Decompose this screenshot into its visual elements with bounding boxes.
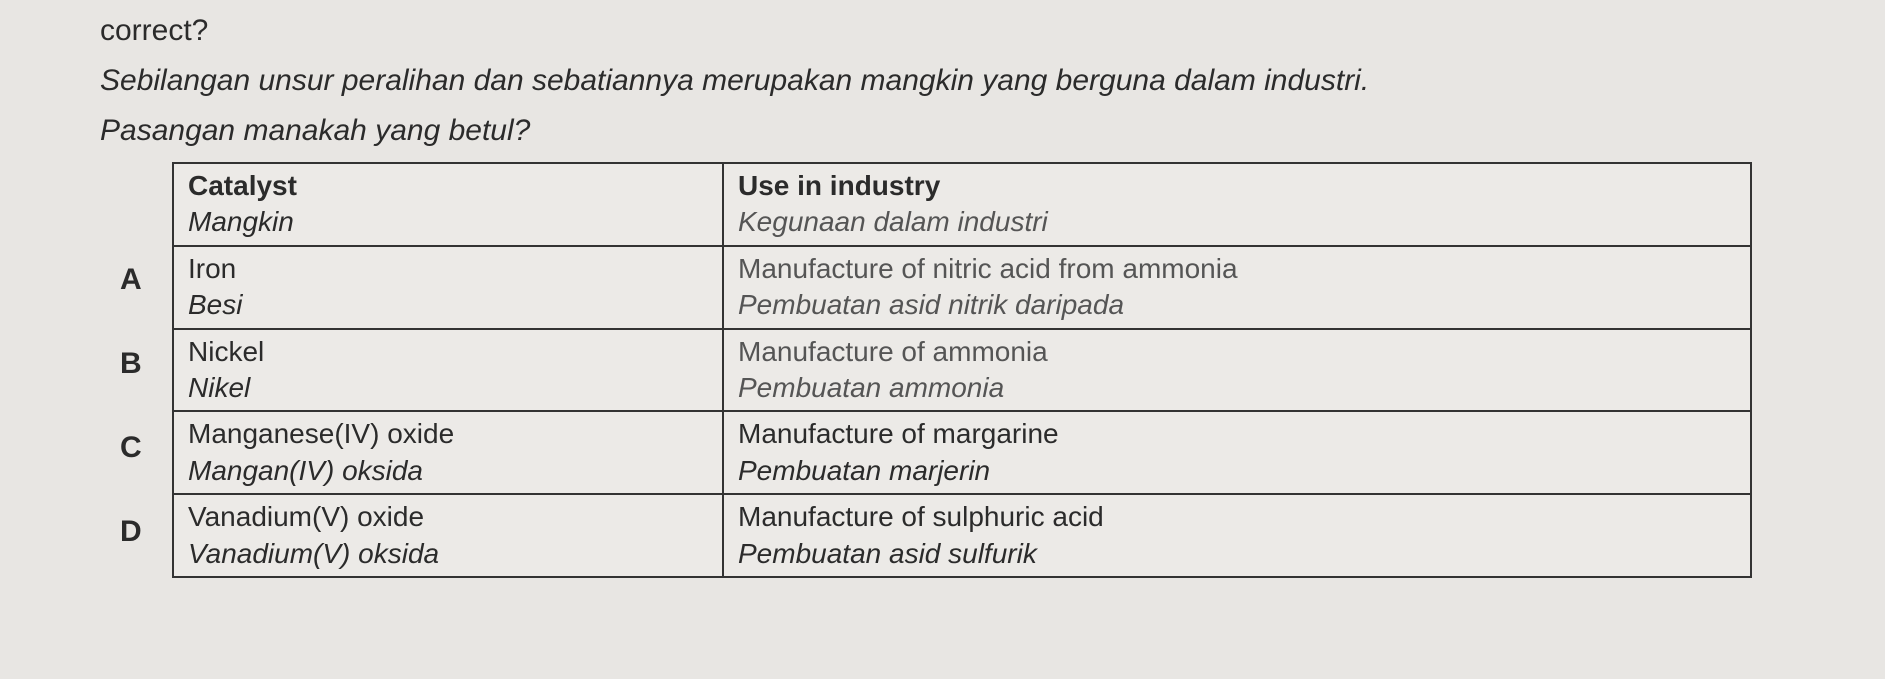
cell-catalyst: Iron Besi <box>173 246 723 329</box>
use-en: Manufacture of ammonia <box>738 336 1048 367</box>
option-letter: C <box>120 406 160 490</box>
use-ms: Pembuatan asid sulfurik <box>738 536 1736 572</box>
header-use-ms: Kegunaan dalam industri <box>738 204 1736 240</box>
header-use-en: Use in industry <box>738 170 940 201</box>
use-ms: Pembuatan marjerin <box>738 453 1736 489</box>
option-letter: A <box>120 238 160 322</box>
header-catalyst-en: Catalyst <box>188 170 297 201</box>
table-row: Nickel Nikel Manufacture of ammonia Pemb… <box>173 329 1751 412</box>
use-ms: Pembuatan ammonia <box>738 370 1736 406</box>
use-en: Manufacture of nitric acid from ammonia <box>738 253 1238 284</box>
catalyst-ms: Mangan(IV) oksida <box>188 453 708 489</box>
header-catalyst-ms: Mangkin <box>188 204 708 240</box>
table-row: Iron Besi Manufacture of nitric acid fro… <box>173 246 1751 329</box>
option-letters-column: A B C D <box>120 162 160 574</box>
cell-use: Manufacture of nitric acid from ammonia … <box>723 246 1751 329</box>
table-row: Manganese(IV) oxide Mangan(IV) oksida Ma… <box>173 411 1751 494</box>
catalyst-en: Iron <box>188 253 236 284</box>
answer-table-wrap: A B C D Catalyst Mangkin Use in industry… <box>120 162 1845 578</box>
header-catalyst: Catalyst Mangkin <box>173 163 723 246</box>
catalyst-table: Catalyst Mangkin Use in industry Kegunaa… <box>172 162 1752 578</box>
use-en: Manufacture of margarine <box>738 418 1059 449</box>
cell-catalyst: Vanadium(V) oxide Vanadium(V) oksida <box>173 494 723 577</box>
cell-use: Manufacture of sulphuric acid Pembuatan … <box>723 494 1751 577</box>
catalyst-ms: Besi <box>188 287 708 323</box>
table-header-row: Catalyst Mangkin Use in industry Kegunaa… <box>173 163 1751 246</box>
catalyst-ms: Nikel <box>188 370 708 406</box>
question-page: correct? Sebilangan unsur peralihan dan … <box>0 0 1885 598</box>
question-ms-line1: Sebilangan unsur peralihan dan sebatiann… <box>100 60 1845 102</box>
use-en: Manufacture of sulphuric acid <box>738 501 1104 532</box>
cell-catalyst: Manganese(IV) oxide Mangan(IV) oksida <box>173 411 723 494</box>
catalyst-ms: Vanadium(V) oksida <box>188 536 708 572</box>
header-use: Use in industry Kegunaan dalam industri <box>723 163 1751 246</box>
question-ms-line2: Pasangan manakah yang betul? <box>100 110 1845 152</box>
cell-use: Manufacture of margarine Pembuatan marje… <box>723 411 1751 494</box>
question-en-fragment: correct? <box>100 10 1845 52</box>
catalyst-en: Manganese(IV) oxide <box>188 418 454 449</box>
option-letter: B <box>120 322 160 406</box>
catalyst-en: Nickel <box>188 336 264 367</box>
cell-use: Manufacture of ammonia Pembuatan ammonia <box>723 329 1751 412</box>
use-ms: Pembuatan asid nitrik daripada <box>738 287 1736 323</box>
option-letter: D <box>120 490 160 574</box>
table-row: Vanadium(V) oxide Vanadium(V) oksida Man… <box>173 494 1751 577</box>
catalyst-en: Vanadium(V) oxide <box>188 501 424 532</box>
cell-catalyst: Nickel Nikel <box>173 329 723 412</box>
